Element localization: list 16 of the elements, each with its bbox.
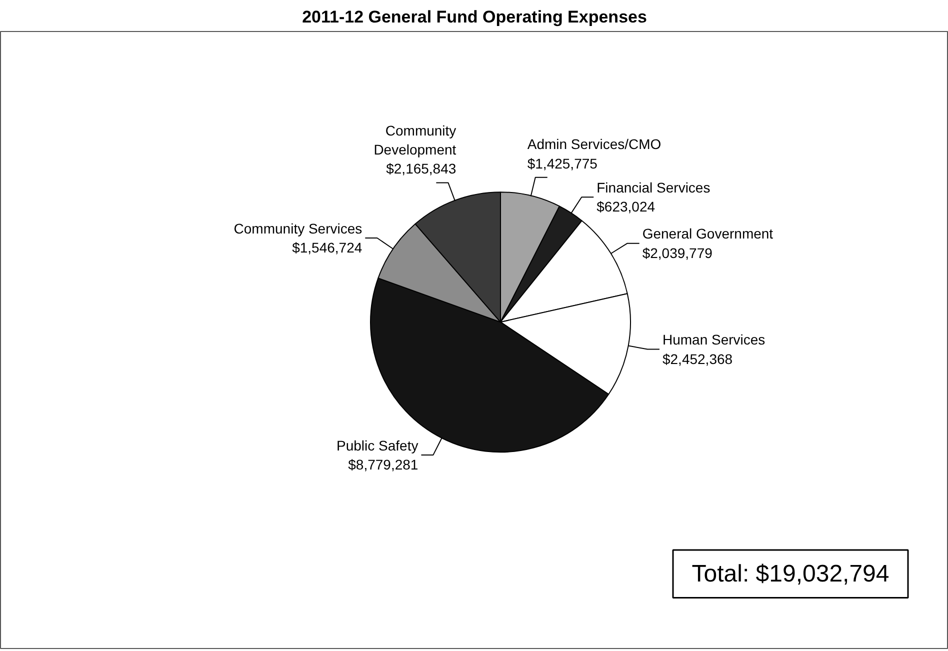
data-label: $1,425,775 (527, 155, 598, 172)
slice-label: Community Services (234, 220, 362, 236)
data-label: $623,024 (596, 198, 656, 215)
data-label: $1,546,724 (292, 240, 362, 256)
data-label: $2,165,843 (386, 160, 456, 177)
data-label: $2,039,779 (642, 244, 713, 261)
slice-label: Community Development (374, 122, 456, 158)
chart-title: 2011-12 General Fund Operating Expenses (302, 8, 647, 26)
slice-label: Financial Services (596, 180, 710, 196)
slice-label: Human Services (662, 332, 766, 348)
data-label: $2,452,368 (662, 350, 733, 367)
data-label: $8,779,281 (348, 456, 418, 473)
text: Total: $19,032,794 (692, 560, 890, 588)
slice-label: General Government (642, 226, 774, 242)
slice-label: Admin Services/CMO (527, 136, 662, 152)
slice-label: Public Safety (336, 437, 418, 454)
